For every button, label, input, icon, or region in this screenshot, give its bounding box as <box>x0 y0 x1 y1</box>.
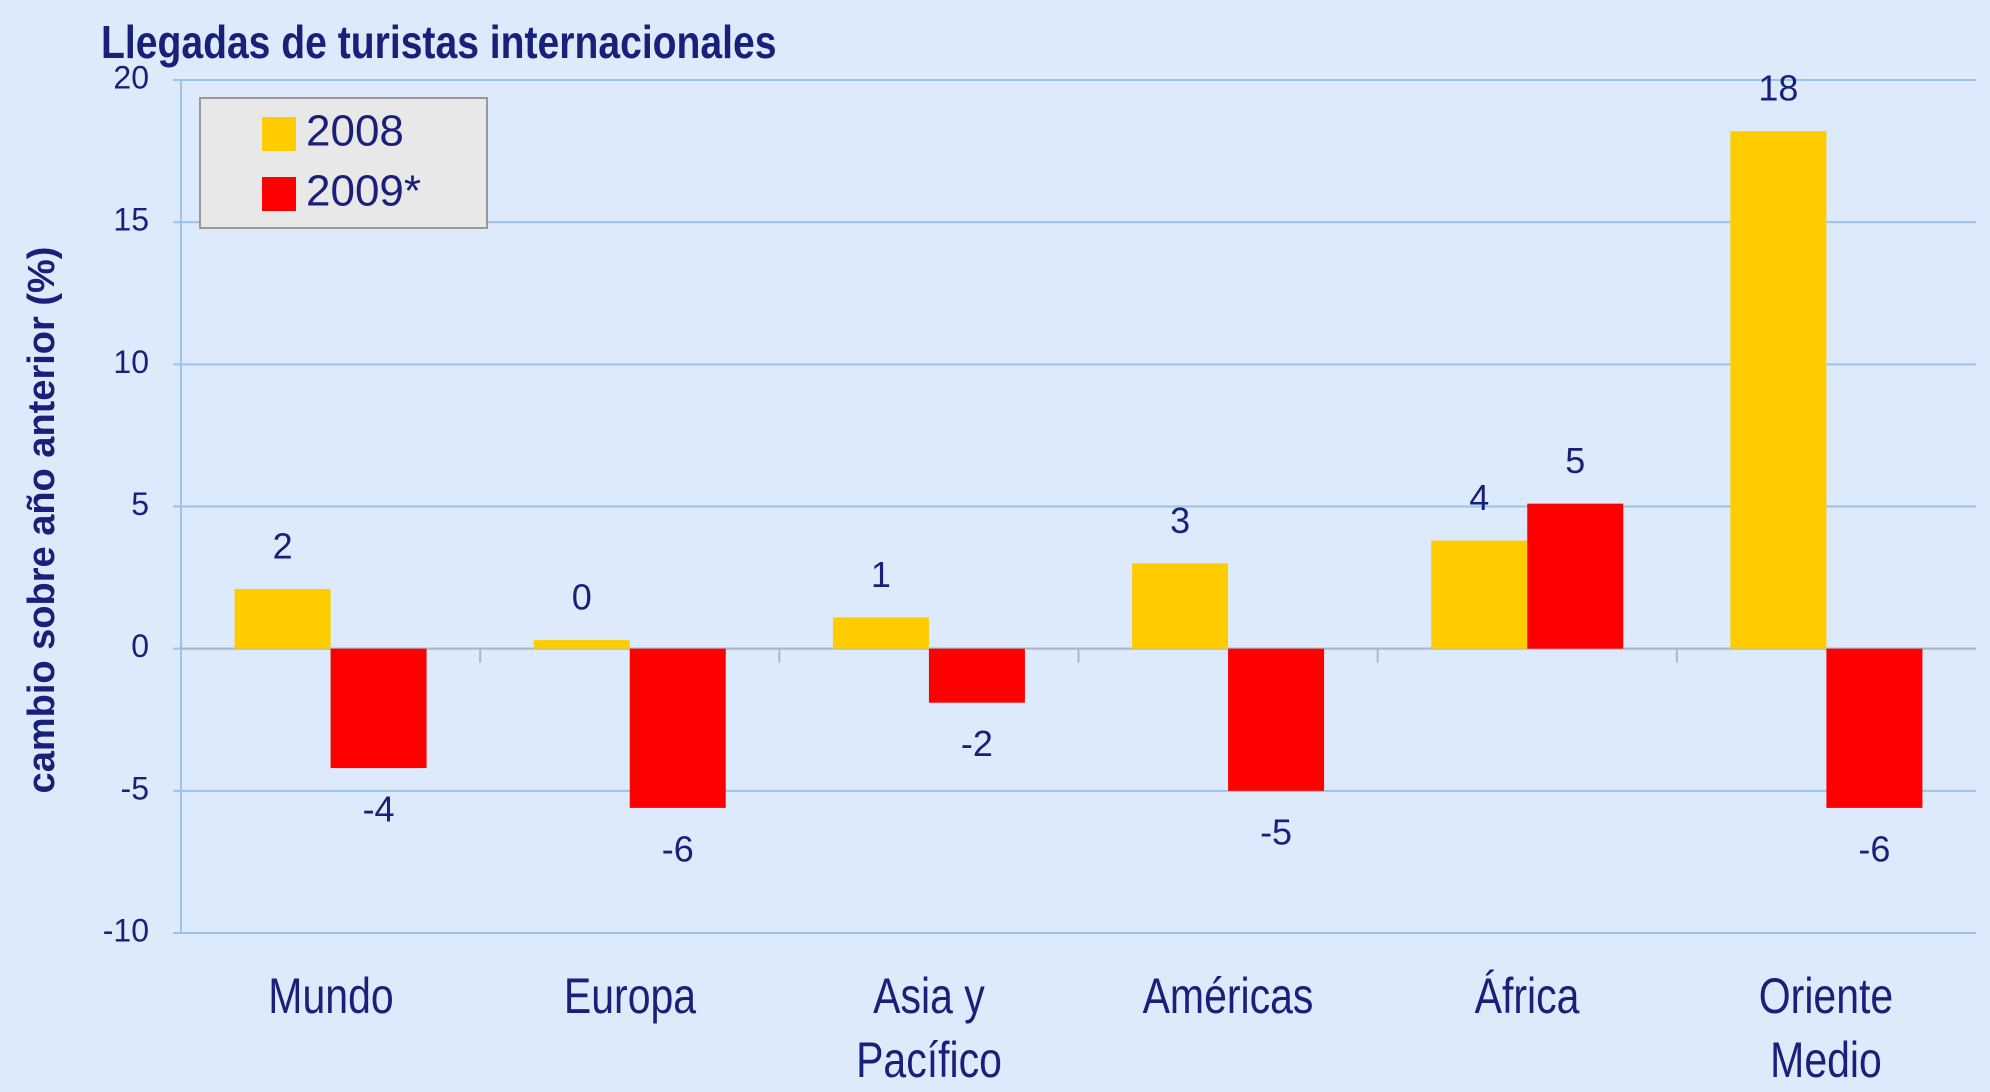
y-tick-label: -10 <box>103 912 149 948</box>
value-label: 1 <box>871 554 891 595</box>
bar <box>1527 503 1624 649</box>
y-tick-label: -5 <box>121 770 149 806</box>
value-label: -4 <box>363 789 395 830</box>
x-tick-label: Oriente Medio <box>1759 968 1894 1088</box>
legend-swatch <box>262 177 296 211</box>
bar <box>629 648 726 808</box>
x-tick-label: Europa <box>563 968 696 1024</box>
y-tick-label: 10 <box>113 344 149 380</box>
x-tick-label: Américas <box>1142 968 1314 1024</box>
value-label: 0 <box>572 577 592 618</box>
y-tick-label: 15 <box>113 202 149 238</box>
legend-label: 2008 <box>306 107 404 156</box>
bar <box>832 617 929 649</box>
bar <box>1826 648 1923 808</box>
bar <box>1431 540 1528 649</box>
y-tick-label: 5 <box>131 486 149 522</box>
value-label: 18 <box>1758 68 1798 109</box>
value-label: 2 <box>273 525 293 566</box>
y-axis-label: cambio sobre año anterior (%) <box>21 247 63 794</box>
bar <box>1730 131 1827 649</box>
x-tick-label: África <box>1474 968 1580 1024</box>
bar <box>1132 563 1229 649</box>
value-label: 3 <box>1170 500 1190 541</box>
bar <box>330 648 427 769</box>
y-tick-label: 20 <box>113 59 149 95</box>
bar <box>928 648 1025 703</box>
value-label: -6 <box>1858 828 1890 869</box>
legend-swatch <box>262 117 296 151</box>
value-label: -6 <box>662 828 694 869</box>
chart-title: Llegadas de turistas internacionales <box>101 17 777 69</box>
bar <box>234 588 331 649</box>
legend-box <box>199 97 488 229</box>
value-label: 5 <box>1565 440 1585 481</box>
bar <box>533 640 630 649</box>
legend-label: 2009* <box>306 167 421 216</box>
value-label: 4 <box>1469 477 1489 518</box>
y-tick-label: 0 <box>131 628 149 664</box>
x-tick-label: Mundo <box>267 968 394 1024</box>
bar <box>1228 648 1325 791</box>
value-label: -5 <box>1260 811 1292 852</box>
value-label: -2 <box>961 723 993 764</box>
x-tick-label: Asia y Pacífico <box>855 968 1002 1088</box>
